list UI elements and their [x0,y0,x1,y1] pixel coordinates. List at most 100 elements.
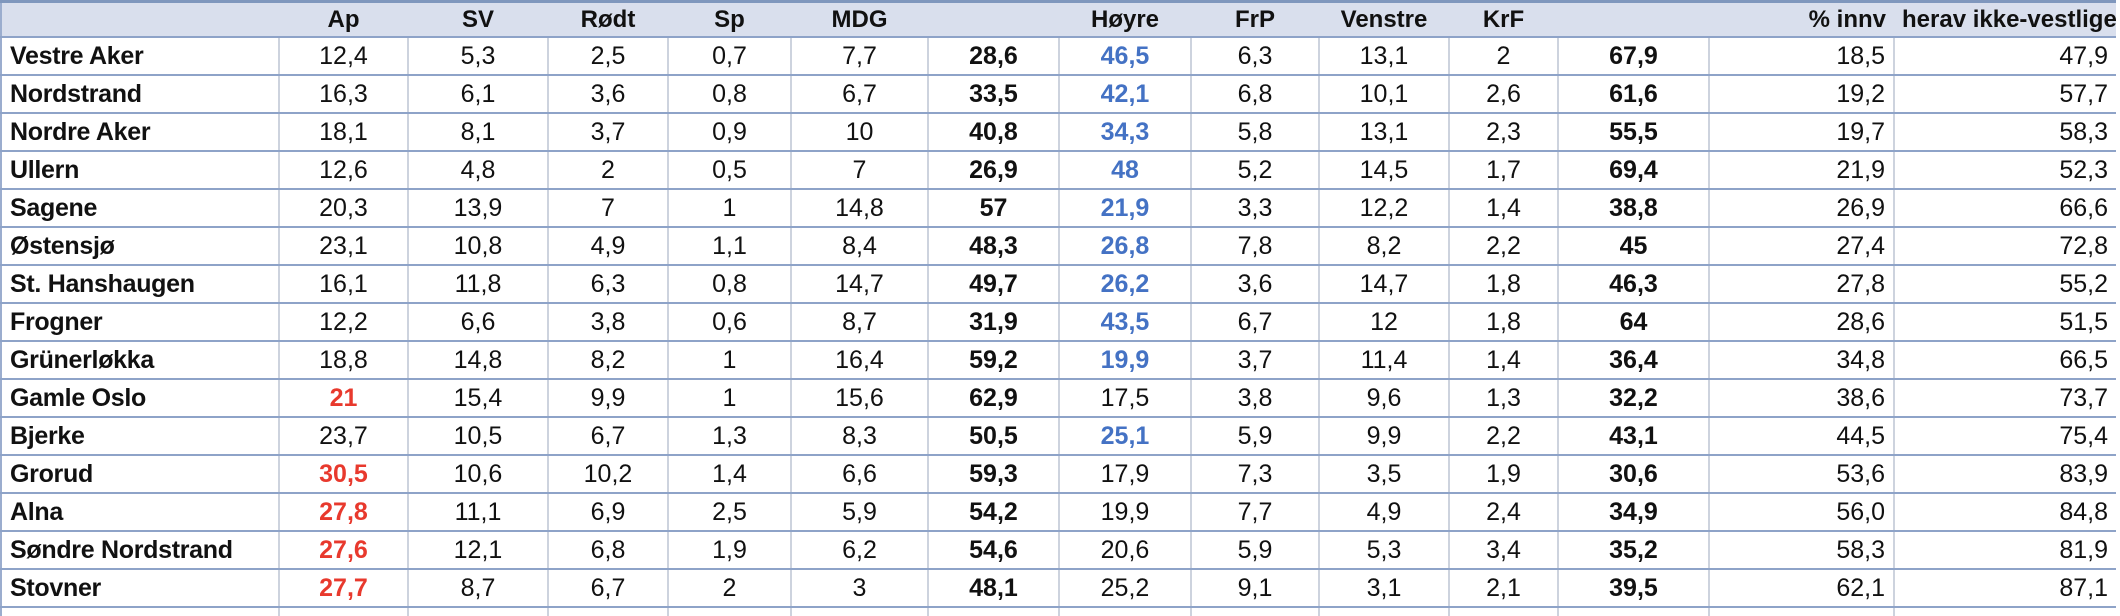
cell-hoyre[interactable]: 42,1 [1058,75,1191,114]
cell-frp[interactable]: 5,8 [1190,113,1319,152]
cell-sv[interactable]: 11,1 [407,493,548,532]
cell-right-bloc-sum[interactable]: 69,4 [1557,151,1709,190]
cell-rodt[interactable]: 2,5 [547,37,668,76]
cell-mdg[interactable]: 16,4 [790,341,928,380]
cell-herav[interactable]: 72,8 [1893,227,2116,266]
cell-frp[interactable]: 5,9 [1190,417,1319,456]
cell-rodt[interactable]: 6,7 [547,569,668,608]
cell-pct-innv[interactable]: 62,1 [1708,569,1894,608]
cell-ap[interactable]: 30,5 [278,455,408,494]
cell-frp[interactable]: 6,8 [1190,75,1319,114]
cell-sp[interactable]: 0,7 [667,37,791,76]
district-cell[interactable]: Grünerløkka [1,341,279,380]
district-cell[interactable]: Sagene [1,189,279,228]
cell-krf[interactable]: 1,3 [1448,379,1558,418]
cell-right-bloc-sum[interactable]: 32,2 [1557,379,1709,418]
cell-sv[interactable]: 8,7 [407,569,548,608]
district-cell[interactable]: Stovner [1,569,279,608]
cell-right-bloc-sum[interactable]: 38,8 [1557,189,1709,228]
column-header-herav[interactable]: herav ikke-vestlige [1894,1,2116,38]
cell-herav[interactable]: 57,7 [1893,75,2116,114]
cell-hoyre[interactable]: 43,5 [1058,303,1191,342]
cell-left-bloc-sum[interactable]: 26,9 [927,151,1059,190]
cell-frp[interactable]: 9,1 [1190,569,1319,608]
district-cell[interactable]: Alna [1,493,279,532]
cell-right-bloc-sum[interactable]: 43,1 [1557,417,1709,456]
cell-ap[interactable]: 27,7 [278,569,408,608]
cell-venstre[interactable]: 3,5 [1318,455,1449,494]
district-cell[interactable]: Nordre Aker [1,113,279,152]
cell-ap[interactable]: 16,3 [278,75,408,114]
cell-pct-innv[interactable]: 58,3 [1708,531,1894,570]
cell-mdg[interactable]: 8,7 [790,303,928,342]
cell-sv[interactable]: 11,8 [407,265,548,304]
empty-cell[interactable] [1,607,279,616]
cell-krf[interactable]: 1,8 [1448,265,1558,304]
cell-sv[interactable]: 10,8 [407,227,548,266]
cell-mdg[interactable]: 14,8 [790,189,928,228]
cell-right-bloc-sum[interactable]: 46,3 [1557,265,1709,304]
cell-sp[interactable]: 1,1 [667,227,791,266]
cell-pct-innv[interactable]: 44,5 [1708,417,1894,456]
cell-mdg[interactable]: 8,3 [790,417,928,456]
cell-krf[interactable]: 3,4 [1448,531,1558,570]
cell-sv[interactable]: 6,1 [407,75,548,114]
cell-venstre[interactable]: 5,3 [1318,531,1449,570]
empty-cell[interactable] [1557,607,1709,616]
cell-herav[interactable]: 58,3 [1893,113,2116,152]
cell-krf[interactable]: 1,4 [1448,189,1558,228]
cell-sv[interactable]: 8,1 [407,113,548,152]
cell-rodt[interactable]: 2 [547,151,668,190]
cell-krf[interactable]: 1,7 [1448,151,1558,190]
empty-cell[interactable] [1190,607,1319,616]
cell-ap[interactable]: 12,2 [278,303,408,342]
cell-left-bloc-sum[interactable]: 33,5 [927,75,1059,114]
cell-venstre[interactable]: 10,1 [1318,75,1449,114]
column-header-frp[interactable]: FrP [1191,1,1319,38]
cell-pct-innv[interactable]: 19,7 [1708,113,1894,152]
cell-pct-innv[interactable]: 19,2 [1708,75,1894,114]
cell-hoyre[interactable]: 19,9 [1058,493,1191,532]
cell-frp[interactable]: 3,6 [1190,265,1319,304]
cell-herav[interactable]: 47,9 [1893,37,2116,76]
cell-sp[interactable]: 0,6 [667,303,791,342]
cell-mdg[interactable]: 7 [790,151,928,190]
empty-cell[interactable] [278,607,408,616]
cell-right-bloc-sum[interactable]: 45 [1557,227,1709,266]
cell-venstre[interactable]: 14,5 [1318,151,1449,190]
cell-sv[interactable]: 12,1 [407,531,548,570]
cell-hoyre[interactable]: 26,8 [1058,227,1191,266]
cell-krf[interactable]: 2,3 [1448,113,1558,152]
cell-sp[interactable]: 0,5 [667,151,791,190]
cell-krf[interactable]: 2,1 [1448,569,1558,608]
cell-left-bloc-sum[interactable]: 49,7 [927,265,1059,304]
district-cell[interactable]: St. Hanshaugen [1,265,279,304]
cell-left-bloc-sum[interactable]: 48,1 [927,569,1059,608]
cell-sp[interactable]: 2,5 [667,493,791,532]
cell-rodt[interactable]: 9,9 [547,379,668,418]
cell-krf[interactable]: 2,2 [1448,227,1558,266]
cell-sp[interactable]: 1 [667,341,791,380]
cell-sv[interactable]: 4,8 [407,151,548,190]
cell-venstre[interactable]: 9,6 [1318,379,1449,418]
empty-cell[interactable] [790,607,928,616]
cell-herav[interactable]: 87,1 [1893,569,2116,608]
cell-sv[interactable]: 10,6 [407,455,548,494]
cell-venstre[interactable]: 3,1 [1318,569,1449,608]
cell-sp[interactable]: 1,3 [667,417,791,456]
cell-herav[interactable]: 66,6 [1893,189,2116,228]
cell-sp[interactable]: 1,9 [667,531,791,570]
district-cell[interactable]: Søndre Nordstrand [1,531,279,570]
cell-sp[interactable]: 1 [667,379,791,418]
cell-right-bloc-sum[interactable]: 67,9 [1557,37,1709,76]
cell-venstre[interactable]: 8,2 [1318,227,1449,266]
cell-sp[interactable]: 1 [667,189,791,228]
cell-rodt[interactable]: 3,8 [547,303,668,342]
cell-krf[interactable]: 1,8 [1448,303,1558,342]
cell-pct-innv[interactable]: 38,6 [1708,379,1894,418]
cell-herav[interactable]: 81,9 [1893,531,2116,570]
cell-frp[interactable]: 7,8 [1190,227,1319,266]
cell-frp[interactable]: 7,3 [1190,455,1319,494]
district-cell[interactable]: Vestre Aker [1,37,279,76]
cell-hoyre[interactable]: 26,2 [1058,265,1191,304]
